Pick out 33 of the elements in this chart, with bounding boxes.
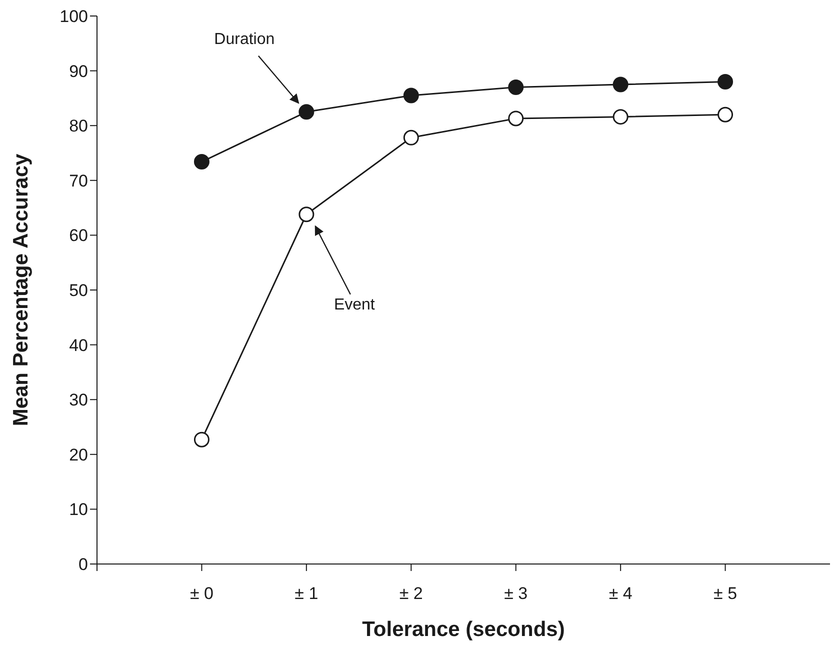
y-tick-label: 40 (69, 336, 88, 355)
x-tick-label: ± 2 (399, 584, 423, 604)
y-tick-label: 80 (69, 116, 88, 136)
point (718, 106, 734, 122)
x-tick-label: ± 3 (504, 584, 528, 604)
point (403, 130, 419, 146)
point (298, 104, 314, 120)
point (612, 76, 628, 92)
point (508, 79, 524, 95)
point (403, 88, 419, 104)
x-tick-label: ± 4 (608, 584, 632, 604)
point (508, 110, 524, 126)
y-tick-label: 90 (69, 62, 88, 81)
point (194, 432, 210, 448)
x-tick-label: ± 1 (294, 584, 318, 604)
y-tick-label: 0 (78, 555, 88, 574)
x-tick-label: ± 0 (190, 584, 214, 604)
x-axis-title: Tolerance (seconds) (362, 618, 565, 641)
y-tick-label: 10 (69, 500, 88, 520)
point (718, 74, 734, 90)
text: Event (334, 296, 376, 314)
point (612, 109, 628, 125)
y-tick-label: 30 (69, 390, 88, 410)
y-tick-label: 100 (60, 7, 88, 26)
y-axis-title: Mean Percentage Accuracy (9, 154, 32, 426)
y-tick-label: 70 (69, 171, 88, 190)
x-tick-label: ± 5 (714, 584, 738, 604)
point (194, 154, 210, 170)
y-tick-label: 20 (69, 445, 88, 464)
y-tick-label: 50 (69, 281, 88, 300)
text: Duration (214, 30, 275, 48)
point (298, 206, 314, 222)
y-tick-label: 60 (69, 226, 88, 246)
